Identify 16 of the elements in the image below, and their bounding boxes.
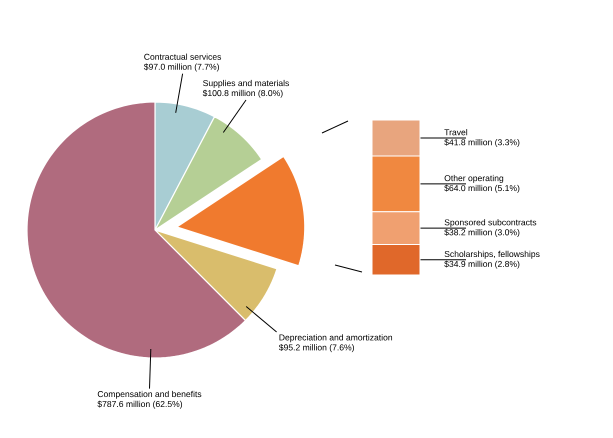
data-label: $100.8 million (8.0%) [202, 90, 283, 98]
text: Other operating [444, 174, 504, 183]
data-label: $97.0 million (7.7%) [144, 63, 219, 72]
data-label: $787.6 million (62.5%) [97, 400, 182, 409]
text: Sponsored subcontracts [444, 219, 536, 228]
text: Scholarships, fellowships [444, 250, 540, 259]
data-label: $64.0 million (5.1%) [444, 184, 520, 193]
text: Travel [444, 129, 468, 136]
slice-label: Compensation and benefits [98, 390, 202, 399]
slice-label: Supplies and materials [203, 80, 290, 88]
data-label: $95.2 million (7.6%) [278, 344, 354, 352]
slice-label: Contractual services [144, 54, 222, 60]
data-label: $41.8 million (3.3%) [444, 138, 520, 147]
slice-label: Depreciation and amortization [280, 334, 392, 342]
data-label: $34.9 million (2.8%) [444, 260, 520, 269]
data-label: $38.2 million (3.0%) [444, 228, 520, 238]
